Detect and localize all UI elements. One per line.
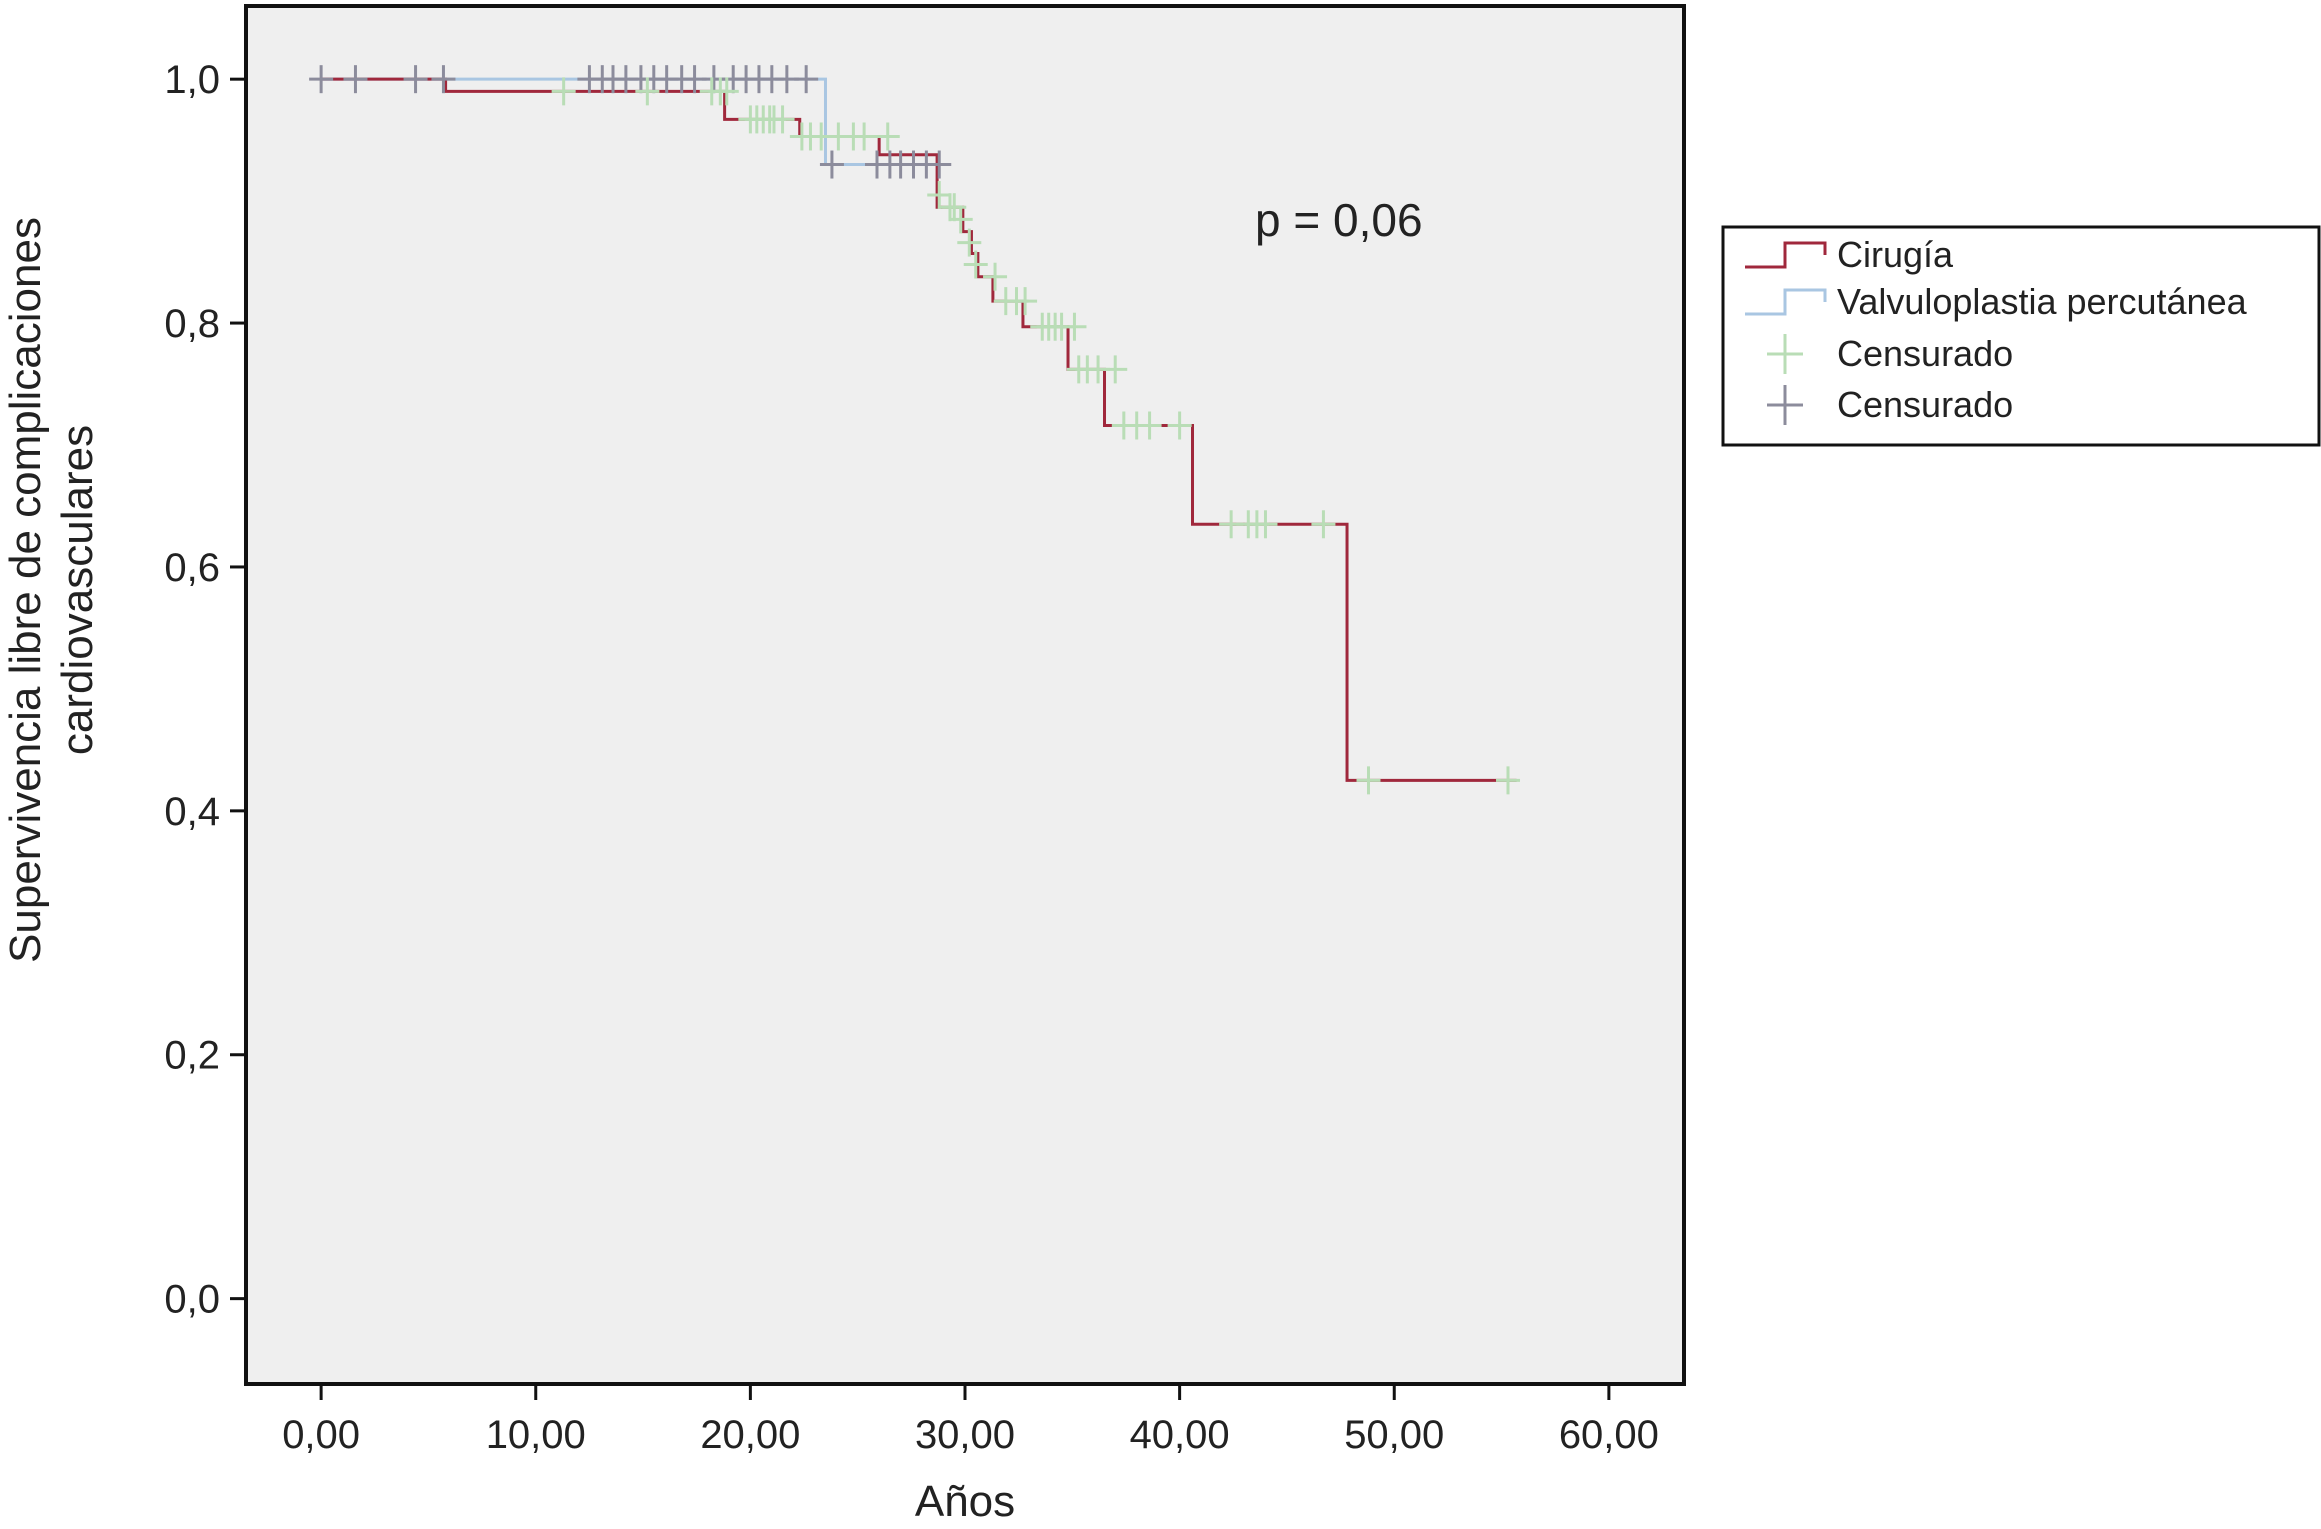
x-tick-label: 50,00 xyxy=(1344,1413,1444,1457)
censor-mark-valvuloplastia xyxy=(819,150,844,179)
censor-mark-cirugia xyxy=(963,250,988,279)
censor-mark-cirugia xyxy=(875,122,900,151)
y-axis: 0,0 0,2 0,4 0,6 0,8 1,0 xyxy=(164,58,246,1322)
censor-mark-cirugia xyxy=(1311,510,1336,539)
y-axis-title: Supervivencia libre de complicaciones ca… xyxy=(1,217,102,963)
x-axis-title: Años xyxy=(915,1477,1015,1526)
censor-mark-cirugia xyxy=(1137,411,1162,440)
x-tick-label: 60,00 xyxy=(1559,1413,1659,1457)
y-axis-title-line-1: Supervivencia libre de complicaciones xyxy=(1,217,50,963)
censor-mark-cirugia xyxy=(551,77,576,106)
y-tick-label: 0,4 xyxy=(164,790,220,834)
censor-mark-cirugia xyxy=(1013,287,1038,316)
legend-entries: Cirugía Valvuloplastia percutánea Censurad… xyxy=(1745,234,2248,425)
series-layer xyxy=(309,65,1521,795)
x-tick-label: 10,00 xyxy=(486,1413,586,1457)
legend-label: Censurado xyxy=(1837,384,2013,425)
censor-mark-cirugia xyxy=(1253,510,1278,539)
censor-mark-cirugia xyxy=(714,77,739,106)
censor-mark-cirugia xyxy=(983,262,1008,291)
censor-mark-valvuloplastia xyxy=(431,65,456,94)
censor-mark-cirugia xyxy=(927,181,952,210)
p-value-annotation: p = 0,06 xyxy=(1255,194,1423,246)
legend-symbol-line xyxy=(1745,288,1827,316)
legend-box xyxy=(1721,225,2321,447)
censor-mark-valvuloplastia xyxy=(794,65,819,94)
x-axis: 0,00 10,00 20,00 30,00 40,00 50,00 60,00 xyxy=(282,1384,1659,1457)
legend-symbol-line xyxy=(1745,241,1827,269)
legend: Cirugía Valvuloplastia percutánea Censurad… xyxy=(1721,225,2321,447)
censor-mark-cirugia xyxy=(1062,312,1087,341)
censor-mark-cirugia xyxy=(852,122,877,151)
y-tick-label: 0,2 xyxy=(164,1034,220,1078)
censor-mark-cirugia xyxy=(1167,411,1192,440)
x-tick-label: 20,00 xyxy=(700,1413,800,1457)
y-axis-title-line-2: cardiovasculares xyxy=(53,425,102,755)
x-tick-label: 30,00 xyxy=(915,1413,1015,1457)
censor-mark-cirugia xyxy=(1103,355,1128,384)
censor-mark-cirugia xyxy=(770,105,795,134)
censor-mark-cirugia xyxy=(942,193,967,222)
censor-mark-cirugia xyxy=(635,77,660,106)
x-tick-label: 40,00 xyxy=(1130,1413,1230,1457)
y-tick-label: 0,6 xyxy=(164,546,220,590)
censor-mark-valvuloplastia xyxy=(403,65,428,94)
censor-mark-cirugia xyxy=(948,205,973,234)
y-tick-label: 0,8 xyxy=(164,302,220,346)
censor-mark-cirugia xyxy=(1496,766,1521,795)
y-tick-label: 0,0 xyxy=(164,1278,220,1322)
censor-mark-valvuloplastia xyxy=(927,150,952,179)
x-tick-label: 0,00 xyxy=(282,1413,360,1457)
censor-mark-cirugia xyxy=(957,228,982,257)
plot-area xyxy=(246,6,1684,1384)
censor-mark-valvuloplastia xyxy=(343,65,368,94)
legend-label: Censurado xyxy=(1837,333,2013,374)
censor-mark-valvuloplastia xyxy=(309,65,334,94)
legend-label: Valvuloplastia percutánea xyxy=(1837,281,2248,322)
y-tick-label: 1,0 xyxy=(164,58,220,102)
legend-label: Cirugía xyxy=(1837,234,1954,275)
censor-mark-cirugia xyxy=(1356,766,1381,795)
